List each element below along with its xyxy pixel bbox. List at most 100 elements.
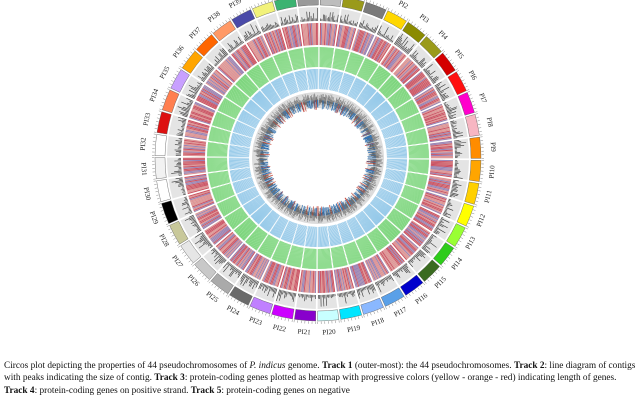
positive-gene-stripe [398, 106, 417, 117]
gene-heat-stripe [213, 72, 231, 87]
inner-bar [364, 177, 372, 181]
chromosome-label: PI26 [186, 273, 201, 288]
inner-bar-up [260, 131, 266, 135]
negative-gene-stripe [298, 225, 304, 245]
positive-gene-stripe [403, 120, 423, 128]
inner-bar-up [260, 177, 264, 179]
inner-bar-up [265, 127, 268, 130]
gene-heat-stripe [214, 70, 233, 86]
contig-peak [214, 254, 221, 262]
inner-bar [363, 127, 368, 130]
gene-heat-stripe [337, 269, 342, 292]
gene-heat-stripe [292, 268, 298, 291]
scale-tick [445, 259, 448, 262]
gene-heat-stripe [192, 107, 214, 117]
contig-track-bg [168, 115, 187, 137]
gene-heat-stripe [298, 24, 303, 47]
gene-heat-stripe [411, 220, 431, 234]
inner-bar [284, 202, 287, 206]
negative-gene-stripe [382, 125, 402, 134]
inner-bar [267, 128, 276, 134]
negative-gene-stripe [382, 126, 402, 134]
negative-gene-stripe [230, 171, 251, 177]
negative-gene-stripe [230, 168, 250, 172]
negative-gene-stripe [324, 226, 327, 247]
contig-peak [256, 31, 259, 35]
scale-tick [429, 276, 432, 280]
gene-heat-stripe [275, 29, 284, 51]
gene-heat-stripe [231, 54, 246, 72]
gene-heat-stripe [427, 126, 450, 133]
positive-gene-stripe [262, 236, 273, 255]
gene-heat-stripe [430, 167, 453, 170]
inner-bar [263, 177, 269, 180]
contig-peak [406, 44, 415, 54]
inner-bar [262, 171, 272, 175]
gene-heat-stripe [196, 207, 217, 219]
scale-tick [251, 307, 254, 311]
negative-gene-stripe [330, 225, 336, 246]
negative-gene-stripe [295, 71, 302, 92]
positive-gene-stripe [407, 135, 427, 141]
inner-bar [345, 203, 349, 208]
scale-tick [408, 293, 411, 296]
positive-gene-stripe [264, 60, 275, 79]
gene-heat-stripe [193, 105, 215, 115]
negative-gene-stripe [325, 226, 329, 247]
negative-gene-stripe [230, 170, 251, 175]
inner-bar-up [264, 125, 269, 128]
inner-bar-up [354, 202, 357, 204]
gene-heat-stripe [183, 152, 206, 155]
inner-bar [336, 202, 342, 212]
negative-gene-stripe [371, 101, 388, 115]
positive-gene-stripe [218, 108, 237, 119]
negative-gene-stripe [231, 174, 252, 181]
inner-bar [355, 117, 360, 122]
contig-peak [437, 90, 441, 92]
contig-peak [264, 28, 267, 32]
inner-bar [359, 124, 366, 130]
inner-bar-up [277, 202, 282, 208]
scale-tick [162, 98, 166, 100]
chromosome-label: PI14 [450, 256, 465, 272]
gene-heat-stripe [198, 94, 219, 106]
negative-gene-stripe [365, 207, 381, 222]
contig-peak [233, 46, 236, 49]
positive-gene-stripe [405, 128, 426, 135]
gene-heat-stripe [219, 64, 237, 81]
positive-gene-stripe [372, 230, 386, 247]
inner-bar-up [262, 125, 269, 129]
contig-peak [451, 124, 454, 126]
gene-heat-stripe [352, 265, 361, 287]
negative-gene-stripe [385, 170, 406, 176]
scale-tick [188, 260, 191, 263]
negative-gene-stripe [306, 226, 310, 247]
positive-gene-stripe [217, 196, 236, 206]
inner-bar-up [368, 128, 372, 131]
positive-gene-stripe [408, 167, 429, 170]
inner-bar [297, 103, 302, 113]
negative-gene-stripe [254, 206, 270, 221]
gene-heat-stripe [258, 259, 269, 280]
positive-gene-stripe [207, 168, 228, 171]
positive-gene-stripe [403, 119, 423, 127]
contig-peak [219, 49, 227, 57]
inner-bar [368, 147, 376, 150]
positive-gene-stripe [371, 68, 384, 85]
positive-gene-stripe [314, 248, 316, 269]
inner-bar [323, 100, 326, 108]
contig-peak [449, 196, 452, 198]
inner-bar [341, 203, 346, 210]
positive-gene-stripe [396, 203, 415, 214]
gene-heat-stripe [366, 259, 378, 280]
negative-gene-stripe [385, 171, 406, 176]
inner-bar [348, 109, 351, 112]
inner-bar [366, 161, 376, 163]
negative-gene-stripe [282, 221, 291, 240]
positive-gene-stripe [210, 179, 230, 185]
gene-heat-stripe [357, 263, 367, 285]
inner-bar [263, 136, 274, 141]
contig-peak [230, 264, 233, 268]
inner-bar-up [304, 214, 307, 222]
positive-gene-stripe [294, 49, 300, 70]
